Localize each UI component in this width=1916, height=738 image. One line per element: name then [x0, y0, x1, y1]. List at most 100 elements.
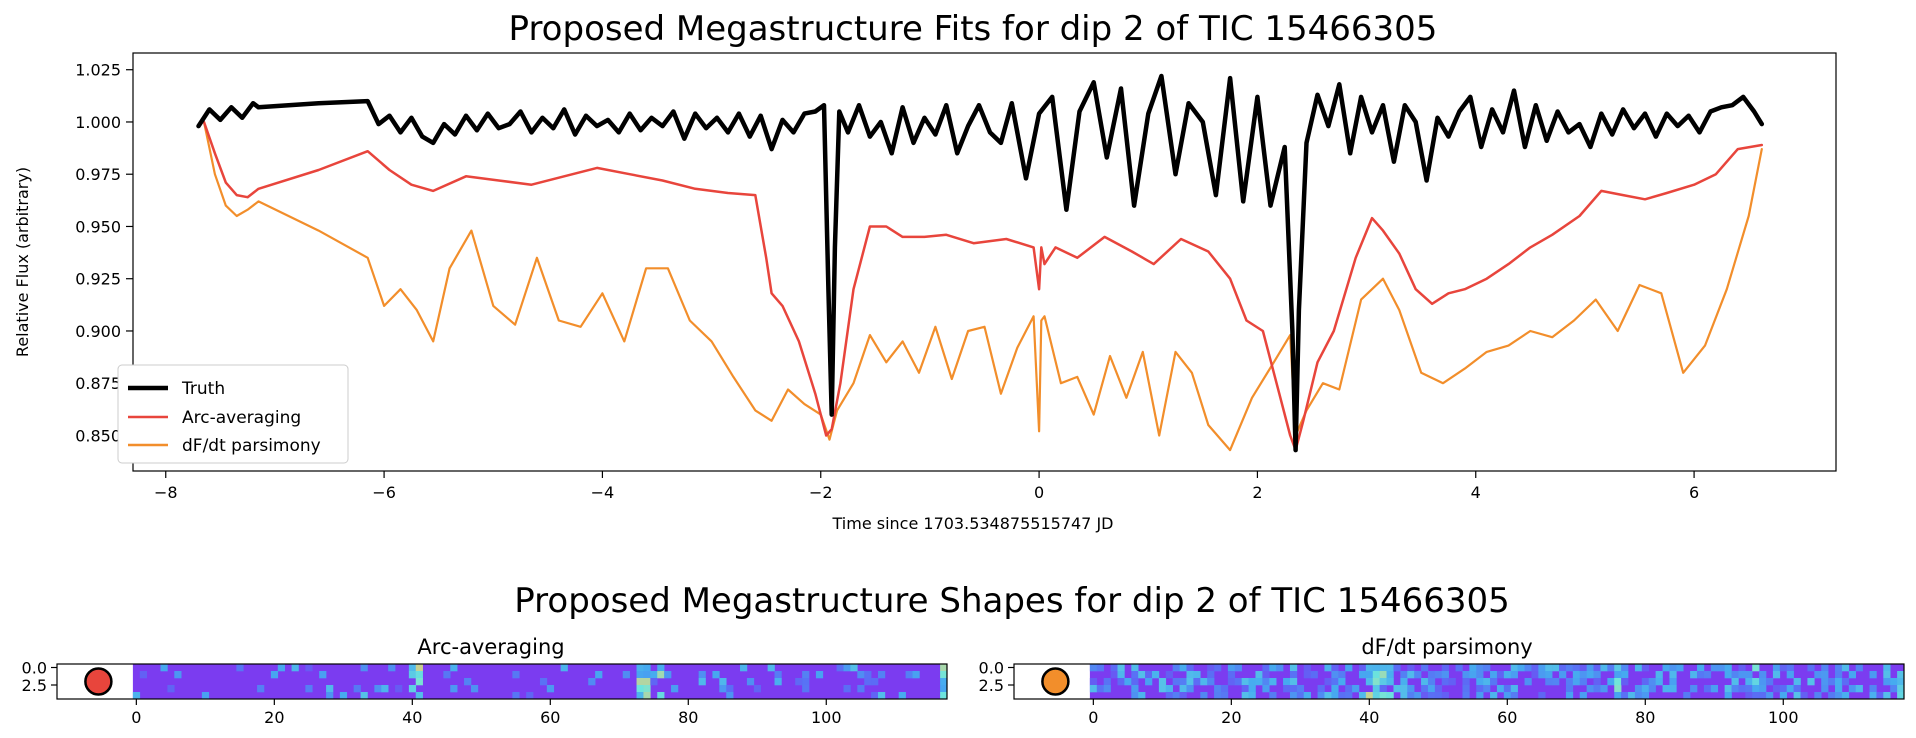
heatmap-cell	[526, 692, 534, 700]
heatmap-cell	[1421, 664, 1429, 672]
heatmap-cell	[1372, 678, 1380, 686]
heatmap-cell	[1634, 692, 1643, 700]
heatmap-cell	[1400, 685, 1408, 693]
heatmap-cell	[1897, 685, 1905, 693]
heatmap-cell	[1579, 692, 1587, 700]
heatmap-cell	[1296, 685, 1305, 693]
heatmap-cell	[1289, 664, 1298, 672]
heatmap-cell	[1289, 671, 1298, 679]
heatmap-cell	[1220, 692, 1229, 700]
heatmap-cell	[1897, 692, 1905, 700]
heatmap-cell	[1821, 664, 1829, 672]
heatmap-cell	[1745, 685, 1753, 693]
heatmap-cell	[1669, 664, 1677, 672]
heatmap-cell	[1269, 678, 1277, 686]
heatmap-cell	[1269, 664, 1277, 672]
heatmap-cell	[1490, 671, 1498, 679]
heatmap-cell	[1124, 678, 1132, 686]
heatmap-cell	[1869, 692, 1877, 700]
heatmap-cell	[1248, 692, 1256, 700]
heatmap-cell	[1393, 664, 1401, 672]
heatmap-cell	[1379, 671, 1387, 679]
heatmap-cell	[1441, 692, 1449, 700]
heatmap-cell	[415, 678, 423, 686]
heatmap-cell	[1890, 685, 1898, 693]
heatmap-cell	[1835, 671, 1843, 679]
heatmap-cell	[443, 671, 451, 679]
fits-y-ticks: 0.850 0.875 0.900 0.925 0.950 0.975 1.000 1.025	[75, 61, 133, 445]
heatmap-cell	[1793, 692, 1801, 700]
heatmap-cell	[1835, 692, 1843, 700]
heatmap-cell	[1641, 678, 1650, 686]
heatmap-cell	[912, 671, 920, 679]
heatmap-cell	[1358, 671, 1367, 679]
heatmap-cell	[1752, 685, 1760, 693]
heatmap-cell	[1841, 664, 1850, 672]
heatmap-cell	[1400, 678, 1408, 686]
heatmap-cell	[595, 671, 603, 679]
x-tick-label: 80	[1635, 708, 1655, 727]
x-tick-label: 20	[264, 708, 284, 727]
heatmap-cell	[1690, 671, 1698, 679]
heatmap-cell	[1572, 664, 1581, 672]
y-tick-label: 2.5	[22, 676, 47, 695]
y-tick-label: 0.950	[75, 217, 121, 236]
heatmap-cell	[1338, 671, 1346, 679]
heatmap-cell	[1462, 692, 1470, 700]
heatmap-cell	[326, 685, 334, 693]
heatmap-cell	[1317, 685, 1325, 693]
heatmap-cell	[1089, 664, 1098, 672]
y-tick-label: 0.850	[75, 426, 121, 445]
heatmap-cell	[1427, 685, 1436, 693]
fits-x-axis-label: Time since 1703.534875515747 JD	[832, 514, 1114, 533]
heatmap-cell	[636, 664, 644, 672]
shapes-suptitle: Proposed Megastructure Shapes for dip 2 …	[514, 581, 1510, 621]
heatmap-axes	[1013, 663, 1905, 700]
x-tick-label: 0	[131, 708, 141, 727]
heatmap-cell	[1386, 671, 1394, 679]
heatmap-cell	[1752, 692, 1760, 700]
heatmap-cell	[1276, 664, 1284, 672]
heatmap-cell	[1628, 692, 1636, 700]
heatmap-cell	[1158, 685, 1167, 693]
heatmap-cell	[1828, 692, 1836, 700]
heatmap-cell	[1835, 678, 1843, 686]
heatmap-cell	[1151, 671, 1160, 679]
heatmap-cell	[1841, 678, 1850, 686]
heatmap-cell	[257, 685, 265, 693]
y-tick-label: 0.875	[75, 374, 121, 393]
heatmap-cell	[1117, 678, 1125, 686]
heatmap-cell	[1883, 692, 1891, 700]
heatmap-cell	[1172, 664, 1180, 672]
heatmap-cell	[1717, 664, 1725, 672]
heatmap-cell	[1490, 692, 1498, 700]
heatmap-cell	[1766, 678, 1774, 686]
heatmap-cell	[1503, 685, 1512, 693]
heatmap-cell	[1186, 685, 1194, 693]
heatmap-cell	[1172, 692, 1180, 700]
fits-chart: Proposed Megastructure Fits for dip 2 of…	[13, 9, 1837, 533]
legend-label-truth: Truth	[181, 379, 225, 399]
heatmap-cell	[450, 685, 458, 693]
heatmap-cell	[1614, 671, 1622, 679]
heatmap-cell	[1841, 692, 1850, 700]
heatmap-cell	[174, 671, 182, 679]
heatmap-cell	[774, 678, 782, 686]
heatmap-cell	[1524, 664, 1532, 672]
heatmap-cell	[1786, 671, 1794, 679]
x-tick-label: 100	[811, 708, 842, 727]
x-tick-label: −2	[809, 483, 833, 502]
heatmap-cell	[1241, 685, 1249, 693]
heatmap-cell	[1234, 678, 1242, 686]
heatmap-cell	[871, 678, 879, 686]
heatmap-cell	[671, 685, 679, 693]
heatmap-cell	[1897, 678, 1905, 686]
heatmap-cell	[657, 664, 665, 672]
heatmap-cell	[1200, 678, 1208, 686]
heatmap-cell	[1338, 692, 1346, 700]
heatmap-cell	[878, 692, 886, 700]
heatmap-cell	[1890, 678, 1898, 686]
heatmap-cell	[643, 664, 651, 672]
x-tick-label: 80	[678, 708, 698, 727]
heatmap-cell	[1738, 671, 1746, 679]
